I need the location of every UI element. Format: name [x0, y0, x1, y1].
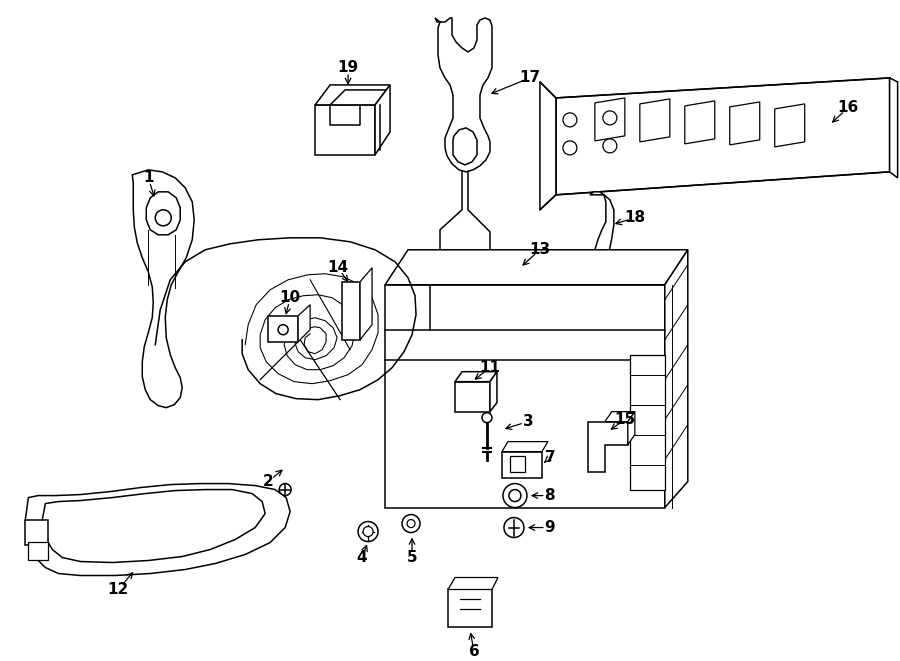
- Text: 16: 16: [837, 100, 859, 116]
- Polygon shape: [342, 282, 360, 340]
- Polygon shape: [455, 381, 490, 412]
- Text: 1: 1: [143, 171, 154, 185]
- Polygon shape: [605, 412, 634, 422]
- Polygon shape: [730, 102, 760, 145]
- Text: 3: 3: [523, 414, 533, 429]
- Polygon shape: [490, 371, 497, 412]
- Polygon shape: [455, 371, 497, 381]
- Text: 12: 12: [108, 582, 129, 597]
- Text: 18: 18: [625, 210, 645, 225]
- Circle shape: [503, 484, 526, 508]
- Text: 14: 14: [328, 260, 348, 275]
- Text: 9: 9: [544, 520, 555, 535]
- Text: 5: 5: [407, 550, 418, 565]
- Text: 15: 15: [615, 412, 635, 427]
- Polygon shape: [540, 82, 556, 210]
- Circle shape: [508, 490, 521, 502]
- Circle shape: [482, 412, 492, 422]
- Polygon shape: [453, 128, 477, 165]
- Circle shape: [603, 111, 616, 125]
- Circle shape: [562, 141, 577, 155]
- Polygon shape: [435, 18, 492, 172]
- Polygon shape: [315, 105, 375, 155]
- Polygon shape: [640, 99, 670, 142]
- Polygon shape: [628, 412, 634, 445]
- Polygon shape: [298, 305, 310, 342]
- Polygon shape: [590, 192, 614, 266]
- Polygon shape: [665, 250, 688, 508]
- Text: 19: 19: [338, 60, 359, 75]
- Polygon shape: [375, 85, 390, 155]
- Polygon shape: [29, 541, 49, 559]
- Text: 4: 4: [356, 550, 367, 565]
- Polygon shape: [360, 268, 372, 340]
- Text: 17: 17: [519, 71, 541, 85]
- Circle shape: [358, 522, 378, 541]
- Text: 2: 2: [263, 474, 274, 489]
- Polygon shape: [510, 455, 525, 471]
- Polygon shape: [685, 101, 715, 144]
- Polygon shape: [448, 590, 492, 627]
- Text: 8: 8: [544, 488, 555, 503]
- Polygon shape: [385, 250, 688, 285]
- Text: 10: 10: [280, 290, 301, 305]
- Circle shape: [278, 325, 288, 334]
- Text: 7: 7: [544, 450, 555, 465]
- Polygon shape: [147, 192, 180, 235]
- Circle shape: [562, 113, 577, 127]
- Polygon shape: [132, 170, 194, 408]
- Polygon shape: [595, 98, 625, 141]
- Circle shape: [156, 210, 171, 226]
- Polygon shape: [775, 104, 805, 147]
- Circle shape: [363, 527, 374, 537]
- Text: 6: 6: [469, 644, 480, 659]
- Circle shape: [279, 484, 291, 496]
- Circle shape: [603, 139, 616, 153]
- Polygon shape: [385, 285, 665, 508]
- Circle shape: [504, 518, 524, 537]
- Text: 11: 11: [480, 360, 500, 375]
- Polygon shape: [630, 355, 665, 490]
- Polygon shape: [502, 451, 542, 478]
- Polygon shape: [588, 422, 628, 471]
- Polygon shape: [25, 484, 290, 576]
- Polygon shape: [502, 442, 548, 451]
- Circle shape: [407, 520, 415, 527]
- Polygon shape: [556, 78, 889, 195]
- Polygon shape: [25, 520, 49, 545]
- Polygon shape: [315, 85, 390, 105]
- Text: 13: 13: [529, 243, 551, 257]
- Polygon shape: [42, 490, 266, 563]
- Polygon shape: [268, 316, 298, 342]
- Circle shape: [402, 514, 420, 533]
- Polygon shape: [448, 578, 498, 590]
- Polygon shape: [889, 78, 897, 178]
